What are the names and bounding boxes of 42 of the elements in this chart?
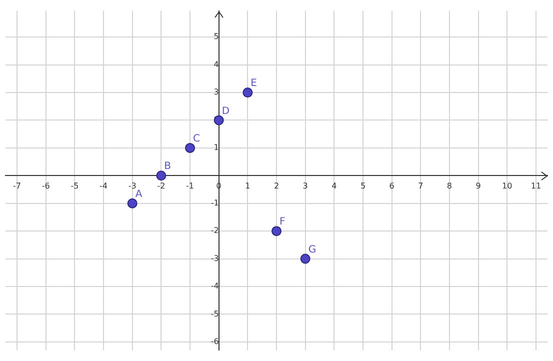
x-tick-label: -5 [70,182,79,191]
x-tick-label: 4 [332,182,337,191]
x-tick-label: 3 [302,182,308,191]
y-tick-label: -1 [210,198,219,208]
x-tick-label: 11 [530,182,542,191]
x-tick-label: 10 [502,182,512,191]
point [272,226,282,236]
x-tick-label: -1 [186,182,194,191]
x-tick-label: -3 [128,182,136,191]
x-tick-label: 6 [389,182,394,191]
x-tick-label: 9 [476,182,481,191]
x-tick-label: -2 [157,182,166,191]
point [300,254,310,264]
point [214,115,224,126]
y-tick-label: 4 [214,60,219,69]
y-tick-label: -3 [210,254,219,263]
y-tick-label: -6 [210,336,219,346]
annotation: E [250,78,257,90]
x-tick-label: 7 [418,182,424,191]
x-tick-label: 8 [446,182,452,191]
annotation: C [193,134,200,145]
y-tick-label: -5 [210,309,219,318]
x-tick-label: -7 [13,182,22,191]
point [185,142,196,153]
x-tick-label: 1 [245,182,250,191]
y-tick-label: 5 [214,32,219,42]
x-tick-label: 2 [274,182,280,191]
annotation: G [308,244,316,256]
annotation: F [280,216,286,228]
annotation: A [135,188,142,200]
y-tick-label: 1 [214,143,219,152]
point [242,88,253,98]
y-tick-label: -2 [210,226,219,236]
y-tick-label: 3 [214,88,219,97]
x-tick-label: -6 [42,182,50,191]
annotation: B [164,161,172,172]
point [127,198,138,208]
x-tick-label: -4 [100,182,108,191]
annotation: D [222,106,230,117]
y-tick-label: -4 [210,282,219,291]
point [156,170,166,181]
x-tick-label: 5 [360,182,366,191]
